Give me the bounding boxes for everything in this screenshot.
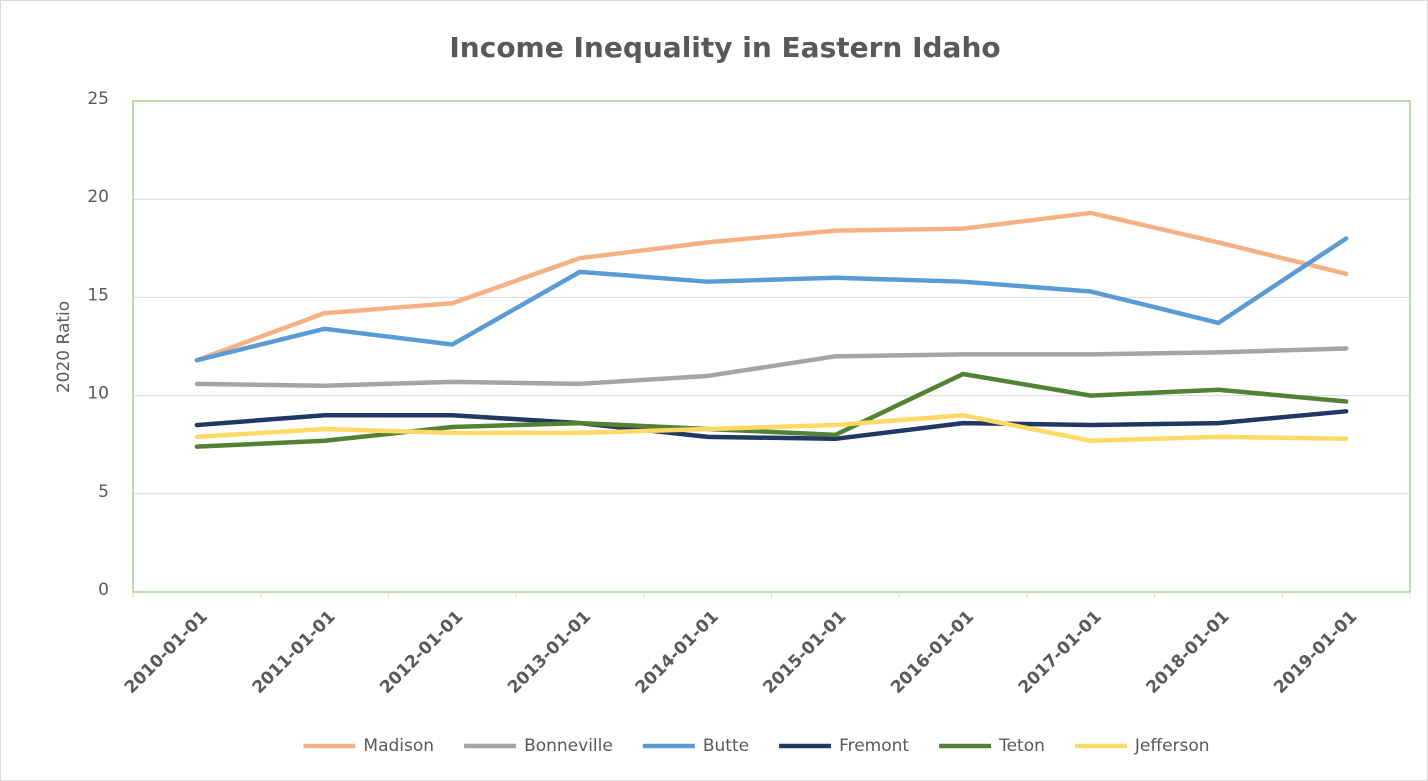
series-line	[194, 412, 1349, 444]
y-tick-label: 10	[87, 384, 109, 404]
legend-label: Butte	[703, 736, 749, 756]
legend-label: Madison	[363, 736, 434, 756]
series-line	[194, 210, 1349, 363]
legend-label: Bonneville	[524, 736, 613, 756]
legend: Madison Bonneville Butte Fremont Teton Jeffer…	[303, 736, 1210, 756]
series-line	[194, 371, 1349, 449]
series-line	[194, 409, 1349, 442]
series-line	[194, 236, 1349, 363]
y-tick-label: 25	[87, 89, 109, 109]
y-tick-label: 5	[98, 482, 109, 502]
legend-label: Teton	[998, 736, 1045, 756]
y-tick-label: 20	[87, 187, 109, 207]
series-line	[194, 346, 1349, 389]
legend-label: Fremont	[839, 736, 909, 756]
y-axis-label: 2020 Ratio	[54, 301, 74, 393]
chart-title: Income Inequality in Eastern Idaho	[449, 31, 1000, 64]
legend-label: Jefferson	[1134, 736, 1210, 756]
y-tick-label: 0	[98, 580, 109, 600]
y-tick-label: 15	[87, 285, 109, 305]
